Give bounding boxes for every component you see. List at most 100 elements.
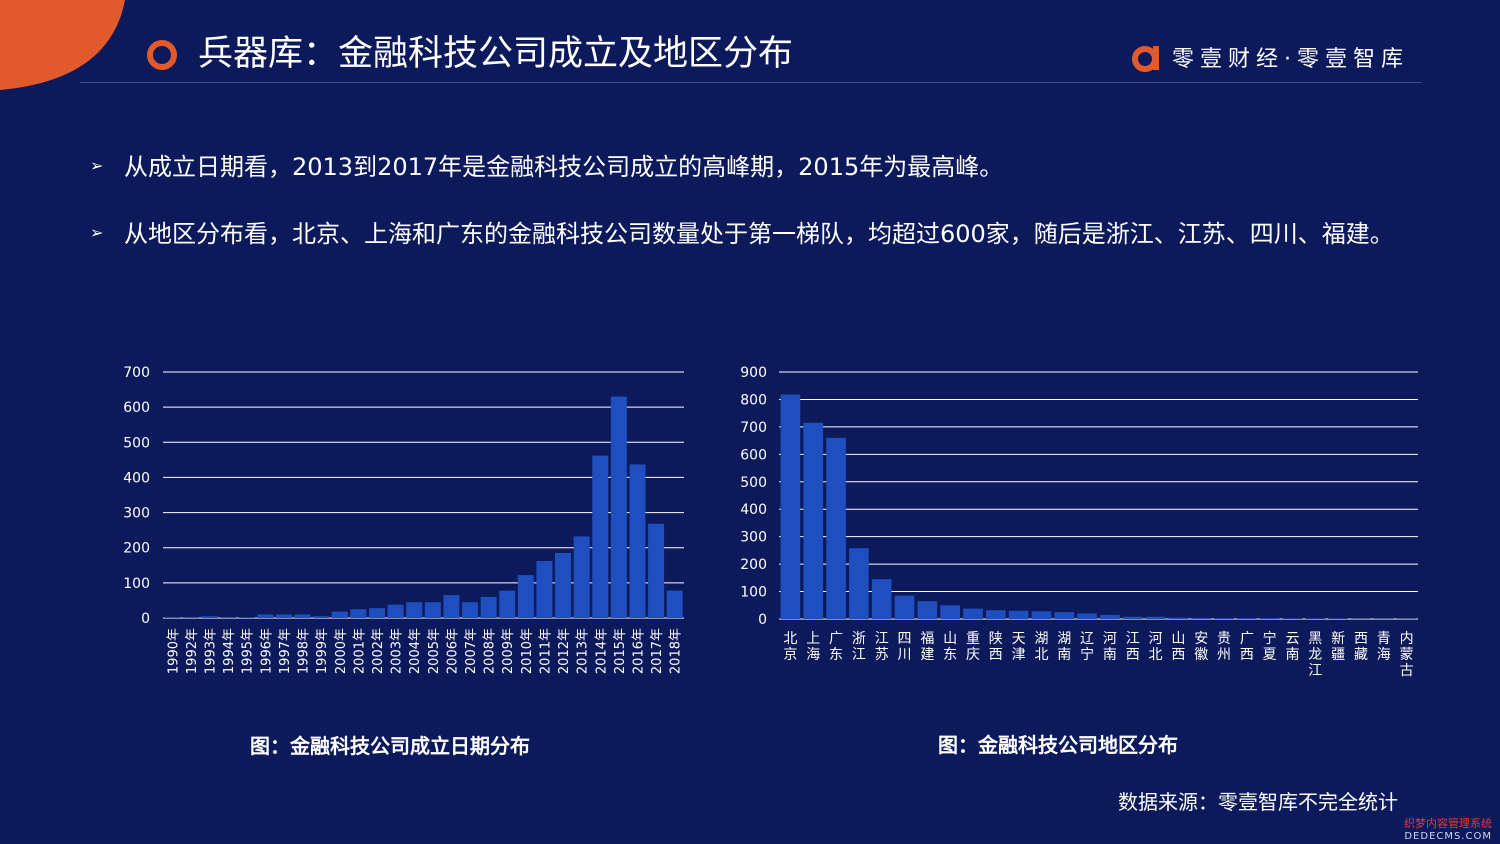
bar [480, 596, 497, 618]
x-tick-label: 浙江 [852, 631, 866, 663]
x-tick-label: 1990年 [166, 628, 181, 674]
y-tick-label: 600 [740, 447, 767, 463]
bar [536, 561, 553, 618]
bar [350, 609, 367, 618]
bar [592, 455, 609, 618]
bar [499, 590, 516, 618]
x-tick-label: 宁夏 [1263, 630, 1277, 663]
x-tick-label: 广东 [829, 631, 843, 663]
bar [573, 536, 590, 618]
bar [803, 422, 824, 619]
bar [780, 394, 801, 619]
bar [629, 464, 646, 618]
bar [963, 608, 983, 619]
x-tick-label: 1992年 [185, 628, 200, 674]
x-tick-label: 辽宁 [1080, 631, 1094, 663]
bar [1214, 618, 1234, 619]
bar [443, 595, 460, 618]
page-title: 兵器库：金融科技公司成立及地区分布 [198, 34, 794, 74]
bar [666, 590, 683, 618]
corner-decoration [0, 0, 125, 90]
x-tick-label: 福建 [920, 631, 934, 663]
x-tick-label: 1997年 [278, 628, 293, 674]
x-tick-label: 2004年 [408, 628, 423, 674]
y-tick-label: 500 [740, 475, 767, 491]
y-tick-label: 700 [740, 420, 767, 436]
bar [1305, 618, 1326, 619]
bullet-arrow-icon: ➢ [90, 223, 104, 242]
bar [1100, 614, 1120, 619]
y-tick-label: 200 [740, 557, 767, 573]
x-tick-label: 西藏 [1354, 631, 1368, 663]
bar [1077, 613, 1097, 619]
bar [517, 575, 534, 618]
y-tick-label: 500 [123, 435, 150, 451]
x-tick-label: 2006年 [445, 628, 460, 674]
bar [985, 610, 1006, 619]
bar [826, 437, 846, 619]
x-tick-label: 2005年 [427, 628, 442, 674]
x-tick-label: 2009年 [501, 628, 516, 674]
watermark-line-2: DEDECMS.COM [1404, 831, 1492, 842]
y-tick-label: 400 [740, 502, 767, 518]
x-tick-label: 2013年 [576, 628, 591, 674]
header-divider [80, 82, 1422, 83]
x-tick-label: 安徽 [1194, 631, 1208, 663]
bullet-arrow-icon: ➢ [90, 156, 104, 175]
chart-caption-left: 图：金融科技公司成立日期分布 [250, 734, 530, 758]
bar [257, 614, 274, 618]
bar [313, 616, 330, 618]
x-tick-label: 1998年 [297, 628, 312, 674]
x-tick-label: 2002年 [371, 628, 386, 674]
bar [275, 614, 292, 618]
x-tick-label: 北京 [783, 631, 797, 663]
x-tick-label: 山东 [943, 631, 957, 663]
x-tick-label: 上海 [806, 631, 820, 663]
x-tick-label: 湖南 [1057, 631, 1071, 663]
bar [555, 552, 572, 618]
watermark-line-1: 织梦内容管理系统 [1404, 817, 1492, 830]
x-tick-label: 2016年 [631, 628, 646, 674]
bar [917, 601, 938, 619]
bar [462, 602, 479, 618]
bar [871, 579, 892, 619]
x-tick-label: 2001年 [352, 628, 367, 674]
bullet-text-2: 从地区分布看，北京、上海和广东的金融科技公司数量处于第一梯队，均超过600家，随… [124, 220, 1394, 248]
x-tick-label: 江苏 [875, 631, 889, 663]
x-tick-label: 2014年 [594, 628, 609, 674]
corner-shape [0, 0, 125, 90]
y-tick-label: 400 [123, 470, 150, 486]
x-tick-label: 天津 [1012, 631, 1026, 663]
bar [1145, 616, 1166, 619]
bullet-text-1: 从成立日期看，2013到2017年是金融科技公司成立的高峰期，2015年为最高峰… [124, 153, 1004, 181]
bar [406, 602, 423, 618]
bar [1237, 618, 1257, 619]
brand-logo: 零壹财经·零壹智库 [1130, 40, 1409, 74]
x-tick-label: 青海 [1377, 631, 1391, 663]
x-tick-label: 湖北 [1034, 631, 1048, 663]
x-tick-label: 山西 [1171, 631, 1185, 663]
x-tick-label: 1999年 [315, 628, 330, 674]
x-tick-label: 1995年 [241, 628, 256, 674]
x-tick-label: 2018年 [669, 628, 684, 674]
x-tick-label: 2008年 [483, 628, 498, 674]
x-tick-label: 1994年 [222, 628, 237, 674]
y-tick-label: 300 [123, 506, 150, 522]
x-tick-label: 2017年 [650, 628, 665, 674]
bar [201, 616, 218, 618]
brand-a-icon [1132, 46, 1159, 72]
y-tick-label: 700 [123, 365, 150, 381]
bar [849, 548, 869, 619]
bar [894, 595, 915, 619]
bar [1328, 618, 1348, 619]
bar [238, 617, 255, 618]
bar [368, 608, 385, 618]
x-tick-label: 2007年 [464, 628, 479, 674]
y-tick-label: 900 [740, 365, 767, 381]
x-tick-label: 贵州 [1217, 631, 1231, 663]
bar [1122, 616, 1143, 619]
brand-text: 零壹财经·零壹智库 [1172, 47, 1409, 72]
bar [1191, 617, 1212, 619]
bar [648, 523, 665, 618]
